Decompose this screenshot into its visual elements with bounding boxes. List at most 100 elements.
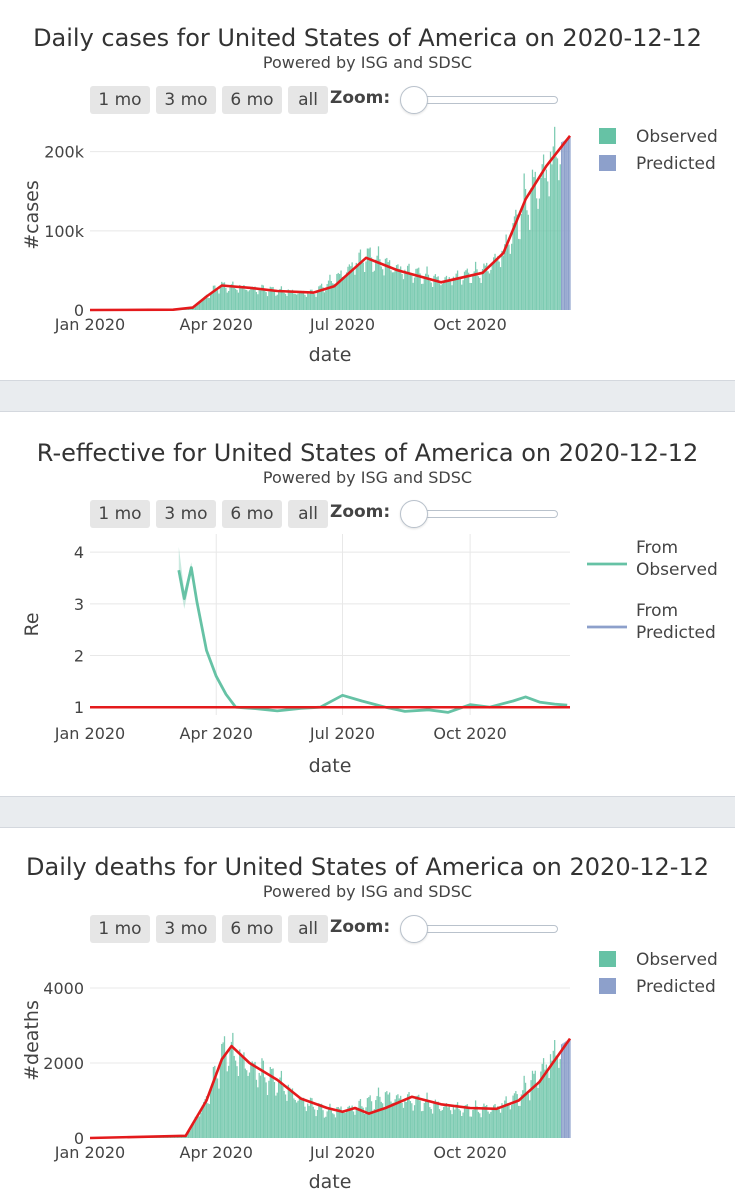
observed-bar: [294, 293, 296, 310]
observed-bar: [314, 1109, 316, 1138]
range-all-button[interactable]: all: [288, 500, 328, 528]
observed-bar: [461, 1115, 463, 1138]
range-all-button[interactable]: all: [288, 86, 328, 114]
x-tick-label: Jul 2020: [309, 315, 375, 334]
observed-bar: [302, 1097, 305, 1138]
range-1mo-button[interactable]: 1 mo: [90, 86, 150, 114]
observed-bar: [330, 1110, 332, 1138]
observed-bar: [400, 1095, 402, 1138]
range-3mo-button[interactable]: 3 mo: [156, 500, 216, 528]
observed-bar: [559, 164, 561, 310]
observed-bar: [343, 1112, 345, 1138]
predicted-bar: [560, 142, 563, 310]
observed-bar: [443, 1106, 445, 1138]
range-6mo-button[interactable]: 6 mo: [222, 915, 282, 943]
observed-bar: [203, 1101, 205, 1138]
observed-bar: [438, 283, 441, 310]
observed-bar: [287, 289, 289, 310]
observed-bar: [429, 1107, 431, 1138]
observed-bar: [415, 1096, 417, 1138]
observed-bar: [491, 262, 493, 310]
observed-bar: [230, 284, 233, 310]
observed-bar: [493, 1105, 495, 1138]
observed-bar: [359, 249, 362, 310]
observed-bar: [322, 287, 324, 310]
observed-bar: [522, 1090, 524, 1138]
observed-bar: [237, 292, 240, 310]
observed-bar: [255, 1079, 258, 1138]
observed-bar: [370, 1101, 373, 1138]
cases-chart[interactable]: 0 100k 200k Jan 2020 Apr 2020 Jul 2020 Oct 202…: [0, 120, 735, 380]
observed-bar: [536, 198, 538, 310]
predicted-bar: [560, 1044, 563, 1138]
observed-bar: [479, 1113, 481, 1138]
observed-bar: [345, 1110, 348, 1138]
observed-bar: [226, 292, 228, 310]
observed-bar: [210, 293, 212, 310]
observed-bar: [501, 1103, 503, 1138]
observed-bar: [369, 247, 371, 310]
observed-bar: [257, 1087, 259, 1138]
observed-bar: [230, 1041, 233, 1138]
observed-bar: [397, 264, 399, 310]
observed-bar: [207, 297, 209, 310]
legend-swatch-predicted: [599, 155, 616, 171]
y-tick-label: 100k: [44, 222, 85, 241]
observed-bar: [398, 1098, 400, 1138]
observed-bar: [440, 285, 442, 310]
observed-bar: [225, 287, 227, 310]
observed-bar: [529, 229, 531, 310]
range-6mo-button[interactable]: 6 mo: [222, 500, 282, 528]
y-tick-label: 4: [74, 543, 84, 562]
observed-bar: [212, 1066, 215, 1138]
observed-bar: [425, 1100, 427, 1138]
observed-bar: [247, 1075, 249, 1138]
zoom-slider-knob[interactable]: [400, 86, 428, 114]
zoom-slider-knob[interactable]: [400, 915, 428, 943]
x-tick-label: Jan 2020: [54, 315, 125, 334]
observed-bar: [486, 1104, 488, 1138]
predicted-bar: [566, 139, 568, 310]
range-1mo-button[interactable]: 1 mo: [90, 500, 150, 528]
observed-bar: [248, 290, 251, 310]
observed-bar: [512, 1095, 514, 1138]
observed-bar: [502, 255, 504, 310]
observed-bar: [301, 1099, 303, 1138]
observed-bar: [333, 283, 335, 310]
observed-bar: [388, 1092, 391, 1138]
range-1mo-button[interactable]: 1 mo: [90, 915, 150, 943]
observed-bar: [490, 1111, 492, 1138]
observed-bar: [448, 277, 450, 310]
legend-label-predicted: Predicted: [636, 154, 716, 174]
observed-bar: [214, 1065, 216, 1138]
range-3mo-button[interactable]: 3 mo: [156, 915, 216, 943]
range-3mo-button[interactable]: 3 mo: [156, 86, 216, 114]
observed-bar: [314, 294, 316, 310]
range-6mo-button[interactable]: 6 mo: [222, 86, 282, 114]
range-all-button[interactable]: all: [288, 915, 328, 943]
observed-bar: [447, 1107, 449, 1138]
observed-bar: [419, 273, 421, 310]
observed-bar: [537, 1087, 539, 1138]
deaths-chart[interactable]: 0 2000 4000 Jan 2020 Apr 2020 Jul 2020 Oct 202…: [0, 943, 735, 1200]
observed-bar: [200, 1112, 202, 1138]
observed-bar: [552, 1050, 554, 1138]
observed-bar: [438, 1109, 441, 1138]
observed-bar: [431, 286, 434, 310]
zoom-slider-knob[interactable]: [400, 500, 428, 528]
observed-bar: [294, 1099, 296, 1138]
observed-bar: [296, 1102, 298, 1138]
observed-bar: [289, 290, 291, 310]
observed-bar: [319, 285, 321, 310]
observed-bar: [545, 1064, 547, 1138]
observed-bar: [479, 277, 481, 310]
observed-bar: [362, 1107, 364, 1138]
reff-chart[interactable]: 1 2 3 4 Jan 2020 Apr 2020 Jul 2020 Oct 2020 date…: [0, 534, 735, 796]
observed-bar: [262, 285, 264, 310]
observed-bar: [208, 298, 210, 310]
observed-bar: [504, 1100, 506, 1138]
observed-bar: [474, 261, 477, 310]
observed-bar: [459, 278, 461, 310]
observed-bar: [488, 1113, 491, 1138]
observed-bar: [343, 276, 345, 310]
